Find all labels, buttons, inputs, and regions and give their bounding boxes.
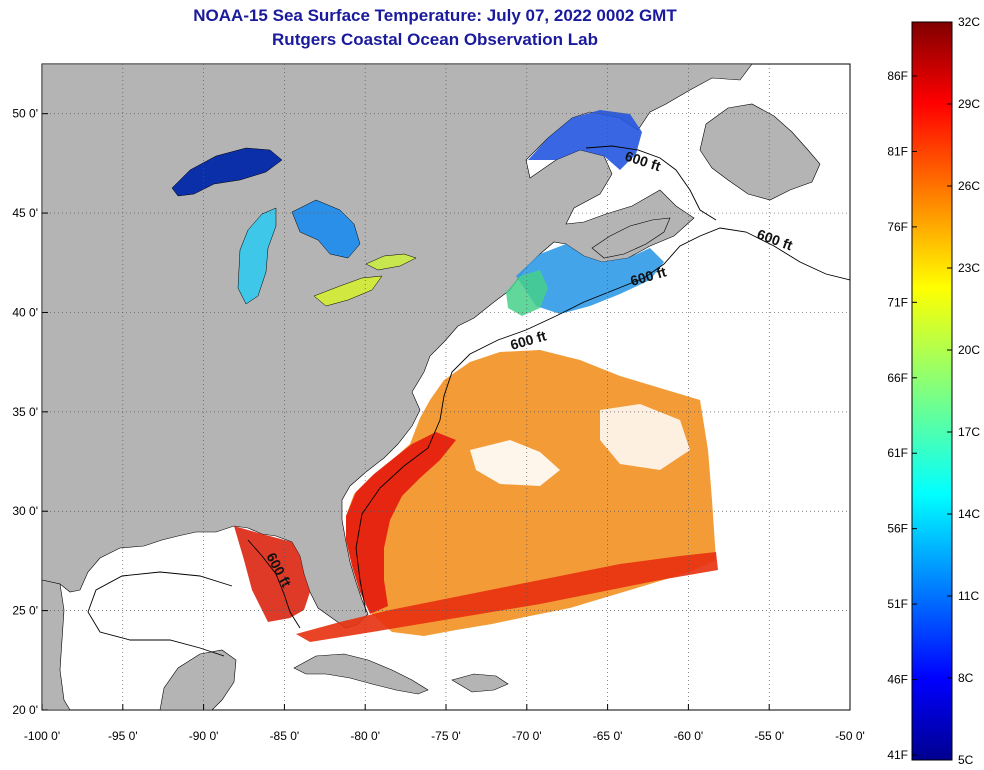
lon-tick-label: -65 0' [593, 729, 623, 743]
colorbar-celsius-labels: 32C 29C 26C 23C 20C 17C 14C 11C 8C 5C [947, 15, 980, 767]
lon-tick-label: -75 0' [431, 729, 461, 743]
sst-gulf-st-lawrence [528, 110, 642, 170]
lat-tick-label: 40 0' [12, 305, 38, 319]
map-subtitle: Rutgers Coastal Ocean Observation Lab [272, 30, 598, 49]
colorbar-c-label: 26C [958, 179, 980, 193]
colorbar-f-label: 81F [887, 144, 908, 158]
land-yucatan [159, 649, 237, 710]
lon-tick-label: -100 0' [24, 729, 60, 743]
cloud-patch-3 [560, 312, 660, 356]
colorbar-c-label: 17C [958, 425, 980, 439]
sst-eastern-gulf [234, 526, 310, 622]
colorbar-c-label: 20C [958, 343, 980, 357]
land-mexico [42, 579, 71, 710]
latitude-axis: 50 0' 45 0' 40 0' 35 0' 30 0' 25 0' 20 0' [12, 107, 48, 717]
colorbar-c-label: 5C [958, 753, 974, 767]
colorbar-fahrenheit-labels: 86F 81F 76F 71F 66F 61F 56F 51F 46F 41F [887, 69, 917, 762]
lake-superior [171, 147, 283, 197]
isobath-600ft-gulf [247, 539, 301, 629]
land-nova-scotia [591, 217, 671, 259]
colorbar-c-label: 32C [958, 15, 980, 29]
colorbar-f-label: 76F [887, 220, 908, 234]
colorbar-f-label: 41F [887, 748, 908, 762]
colorbar-c-label: 11C [958, 589, 979, 603]
colorbar-c-label: 14C [958, 507, 980, 521]
lon-tick-label: -80 0' [350, 729, 380, 743]
colorbar-c-label: 23C [958, 261, 980, 275]
sst-florida-straits [296, 552, 718, 642]
lake-huron [291, 199, 361, 259]
land-north-america [42, 64, 753, 629]
lat-tick-label: 25 0' [12, 604, 38, 618]
lon-tick-label: -95 0' [108, 729, 138, 743]
isobath-600ft-atlantic [355, 227, 850, 613]
lat-tick-label: 50 0' [12, 107, 38, 121]
sst-gulf-stream [346, 432, 456, 614]
colorbar-f-label: 61F [887, 446, 908, 460]
colorbar-c-label: 29C [958, 97, 980, 111]
map-area [42, 64, 850, 710]
land-cuba [293, 653, 429, 695]
lake-michigan [237, 207, 277, 305]
land-newfoundland [699, 103, 821, 201]
lat-tick-label: 30 0' [12, 504, 38, 518]
lon-tick-label: -50 0' [835, 729, 865, 743]
sst-gulf-of-maine [516, 244, 664, 314]
lake-erie [313, 275, 383, 307]
lon-tick-label: -55 0' [754, 729, 784, 743]
lat-tick-label: 45 0' [12, 206, 38, 220]
colorbar-f-label: 56F [887, 522, 908, 536]
cloud-patch-1 [470, 440, 560, 486]
lat-tick-label: 20 0' [12, 703, 38, 717]
colorbar-f-label: 51F [887, 597, 908, 611]
colorbar-f-label: 86F [887, 69, 908, 83]
colorbar-f-label: 66F [887, 371, 908, 385]
longitude-axis: -100 0' -95 0' -90 0' -85 0' -80 0' -75 0' -70… [24, 704, 865, 743]
lon-tick-label: -60 0' [674, 729, 704, 743]
map-grid [42, 64, 850, 710]
lon-tick-label: -85 0' [270, 729, 300, 743]
colorbar-f-label: 71F [887, 295, 908, 309]
colorbar-f-label: 46F [887, 673, 908, 687]
land-hispaniola [451, 673, 509, 693]
lat-tick-label: 35 0' [12, 405, 38, 419]
colorbar-c-label: 8C [958, 671, 974, 685]
map-title: NOAA-15 Sea Surface Temperature: July 07… [193, 6, 677, 25]
colorbar [911, 21, 953, 761]
lon-tick-label: -70 0' [512, 729, 542, 743]
cloud-patch-2 [600, 404, 690, 470]
isobath-600ft-gulf-west [87, 571, 233, 657]
lon-tick-label: -90 0' [189, 729, 219, 743]
isobath-600ft-st-lawrence [585, 145, 717, 221]
lake-ontario [365, 253, 417, 271]
